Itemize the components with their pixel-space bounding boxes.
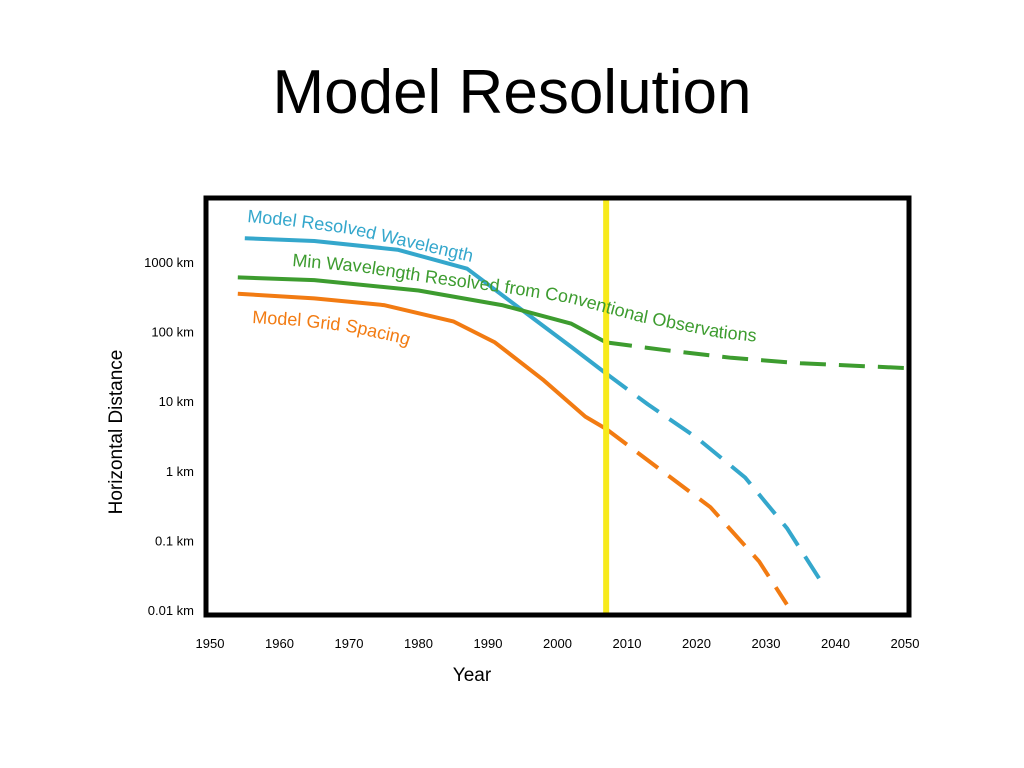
y-tick-label: 0.1 km	[155, 533, 194, 548]
x-tick-label: 2030	[752, 636, 781, 651]
series-label-2: Model Grid Spacing	[252, 307, 413, 350]
y-tick-label: 1000 km	[144, 255, 194, 270]
x-tick-label: 2040	[821, 636, 850, 651]
series-label-text: Model Grid Spacing	[252, 307, 413, 350]
series-line-solid-0	[244, 236, 608, 376]
x-tick-label: 2000	[543, 636, 572, 651]
x-axis-title: Year	[453, 665, 492, 686]
x-tick-label: 2050	[891, 636, 920, 651]
series-line-dashed-0	[604, 371, 824, 584]
y-tick-label: 100 km	[151, 325, 194, 340]
series-line-solid-1	[237, 275, 608, 345]
y-tick-label: 10 km	[159, 394, 194, 409]
x-tick-label: 2010	[613, 636, 642, 651]
series-line-dashed-1	[605, 340, 906, 370]
x-tick-label: 1990	[474, 636, 503, 651]
series-line-solid-2	[237, 291, 608, 431]
y-tick-label: 0.01 km	[148, 603, 194, 618]
x-tick-label: 1970	[335, 636, 364, 651]
x-tick-label: 1950	[196, 636, 225, 651]
y-tick-label: 1 km	[166, 464, 194, 479]
y-axis-title: Horizontal Distance	[106, 350, 127, 515]
page-title: Model Resolution	[272, 58, 752, 127]
x-tick-label: 2020	[682, 636, 711, 651]
x-tick-label: 1980	[404, 636, 433, 651]
x-tick-label: 1960	[265, 636, 294, 651]
series-line-dashed-2	[604, 427, 789, 606]
plot-frame	[203, 195, 912, 618]
